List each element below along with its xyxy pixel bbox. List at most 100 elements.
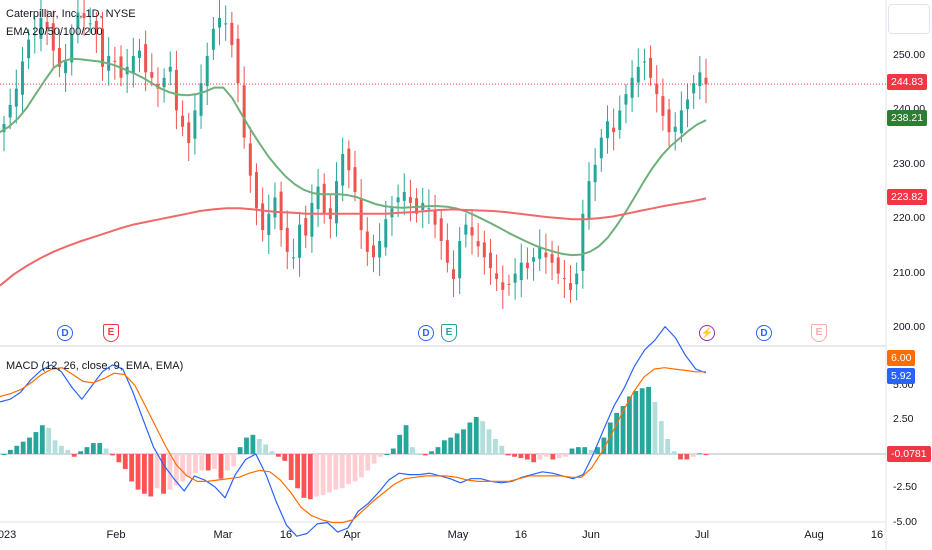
candle-body [445, 240, 449, 263]
macd-histogram-bar [703, 454, 709, 456]
candle-body [550, 254, 554, 263]
candle-body [150, 72, 154, 78]
candle-body [507, 283, 511, 285]
macd-histogram-bar [371, 454, 377, 464]
macd-histogram-bar [556, 454, 562, 459]
macd-histogram-bar [467, 422, 473, 454]
macd-histogram-bar [627, 396, 632, 454]
macd-histogram-bar [582, 447, 588, 454]
macd-histogram-bar [448, 437, 454, 454]
macd-legend[interactable]: MACD (12, 26, close, 9, EMA, EMA) [6, 360, 184, 372]
candle-body [458, 240, 462, 279]
candle-body [464, 224, 468, 235]
earnings-event-icon[interactable]: E [103, 324, 119, 342]
candle-body [587, 181, 591, 221]
candle-body [642, 61, 646, 63]
candle-body [187, 122, 191, 144]
candle-body [8, 104, 12, 118]
candle-body [261, 203, 265, 231]
macd-axis-tick: -5.00 [893, 515, 917, 528]
candle-body [624, 94, 628, 105]
candle-body [384, 219, 388, 248]
split-event-icon[interactable]: ⚡ [699, 325, 715, 341]
candle-body [113, 60, 117, 62]
macd-hist-tag: -0.0781 [887, 446, 931, 462]
candle-body [224, 23, 228, 25]
price-axis-tick: 200.00 [893, 321, 926, 333]
candle-body [101, 28, 105, 67]
price-axis-tick: 230.00 [893, 157, 926, 170]
macd-histogram-bar [65, 449, 71, 454]
macd-histogram-bar [129, 454, 135, 482]
candle-body [322, 183, 326, 214]
earnings-event-icon[interactable]: E [811, 324, 827, 342]
macd-histogram-bar [690, 454, 696, 457]
macd-histogram-bar [218, 454, 224, 479]
price-axis-tick: 220.00 [893, 212, 926, 225]
candle-body [667, 109, 671, 133]
macd-histogram-bar [639, 388, 645, 454]
candle-body [525, 262, 529, 269]
macd-histogram-bar [103, 448, 109, 454]
candle-body [476, 241, 480, 247]
macd-histogram-bar [256, 438, 262, 454]
macd-histogram-bar [333, 454, 339, 490]
price-axis-tick: 210.00 [893, 266, 926, 279]
candle-body [70, 34, 74, 63]
candle-body [581, 213, 585, 271]
candle-body [273, 197, 277, 218]
candle-body [501, 282, 505, 290]
candle-body [335, 181, 339, 224]
macd-histogram-bar [480, 421, 486, 454]
macd-histogram-bar [505, 454, 511, 456]
macd-histogram-bar [397, 434, 403, 454]
candle-body [218, 17, 222, 28]
candle-body [378, 240, 382, 258]
macd-histogram-bar [512, 454, 517, 457]
candle-body [661, 96, 665, 116]
candle-body [575, 273, 579, 285]
candle-body [488, 252, 492, 269]
macd-histogram-bar [110, 454, 115, 456]
candle-body [211, 28, 215, 50]
candle-body [439, 218, 443, 241]
dividend-event-icon[interactable]: D [57, 325, 73, 341]
candle-body [14, 88, 18, 107]
candle-body [2, 124, 6, 133]
candle-body [64, 61, 68, 74]
macd-histogram-bar [295, 454, 300, 489]
ema-fast-line [0, 57, 707, 257]
macd-histogram-bar [614, 412, 620, 454]
macd-axis-tick: -2.50 [893, 481, 917, 494]
candle-body [76, 12, 80, 28]
macd-histogram-bar [658, 421, 664, 454]
macd-histogram-bar [59, 445, 64, 454]
macd-histogram-bar [378, 454, 383, 457]
dividend-event-icon[interactable]: D [418, 325, 434, 341]
macd-histogram-bar [454, 433, 460, 454]
earnings-event-icon[interactable]: E [441, 324, 457, 342]
macd-histogram-bar [671, 451, 677, 454]
candle-body [630, 77, 634, 98]
dividend-event-icon[interactable]: D [756, 325, 772, 341]
candle-body [57, 47, 61, 67]
macd-histogram-bar [678, 454, 683, 460]
macd-histogram-bar [282, 454, 288, 461]
candle-body [402, 192, 406, 201]
candle-body [193, 110, 197, 139]
macd-histogram-bar [161, 454, 166, 494]
macd-histogram-bar [575, 447, 581, 454]
chart-settings-button[interactable] [888, 4, 930, 34]
macd-histogram-bar [154, 454, 160, 489]
time-axis-tick: Jul [694, 529, 710, 541]
macd-histogram-bar [365, 454, 371, 471]
macd-line-tag: 5.92 [887, 368, 916, 384]
candle-body [495, 273, 499, 280]
candle-body [285, 227, 289, 252]
ema-legend[interactable]: EMA 20/50/100/200 [6, 26, 103, 38]
candle-body [605, 121, 609, 139]
macd-histogram-bar [314, 454, 320, 497]
macd-histogram-bar [435, 447, 441, 454]
macd-histogram-bar [7, 449, 13, 454]
